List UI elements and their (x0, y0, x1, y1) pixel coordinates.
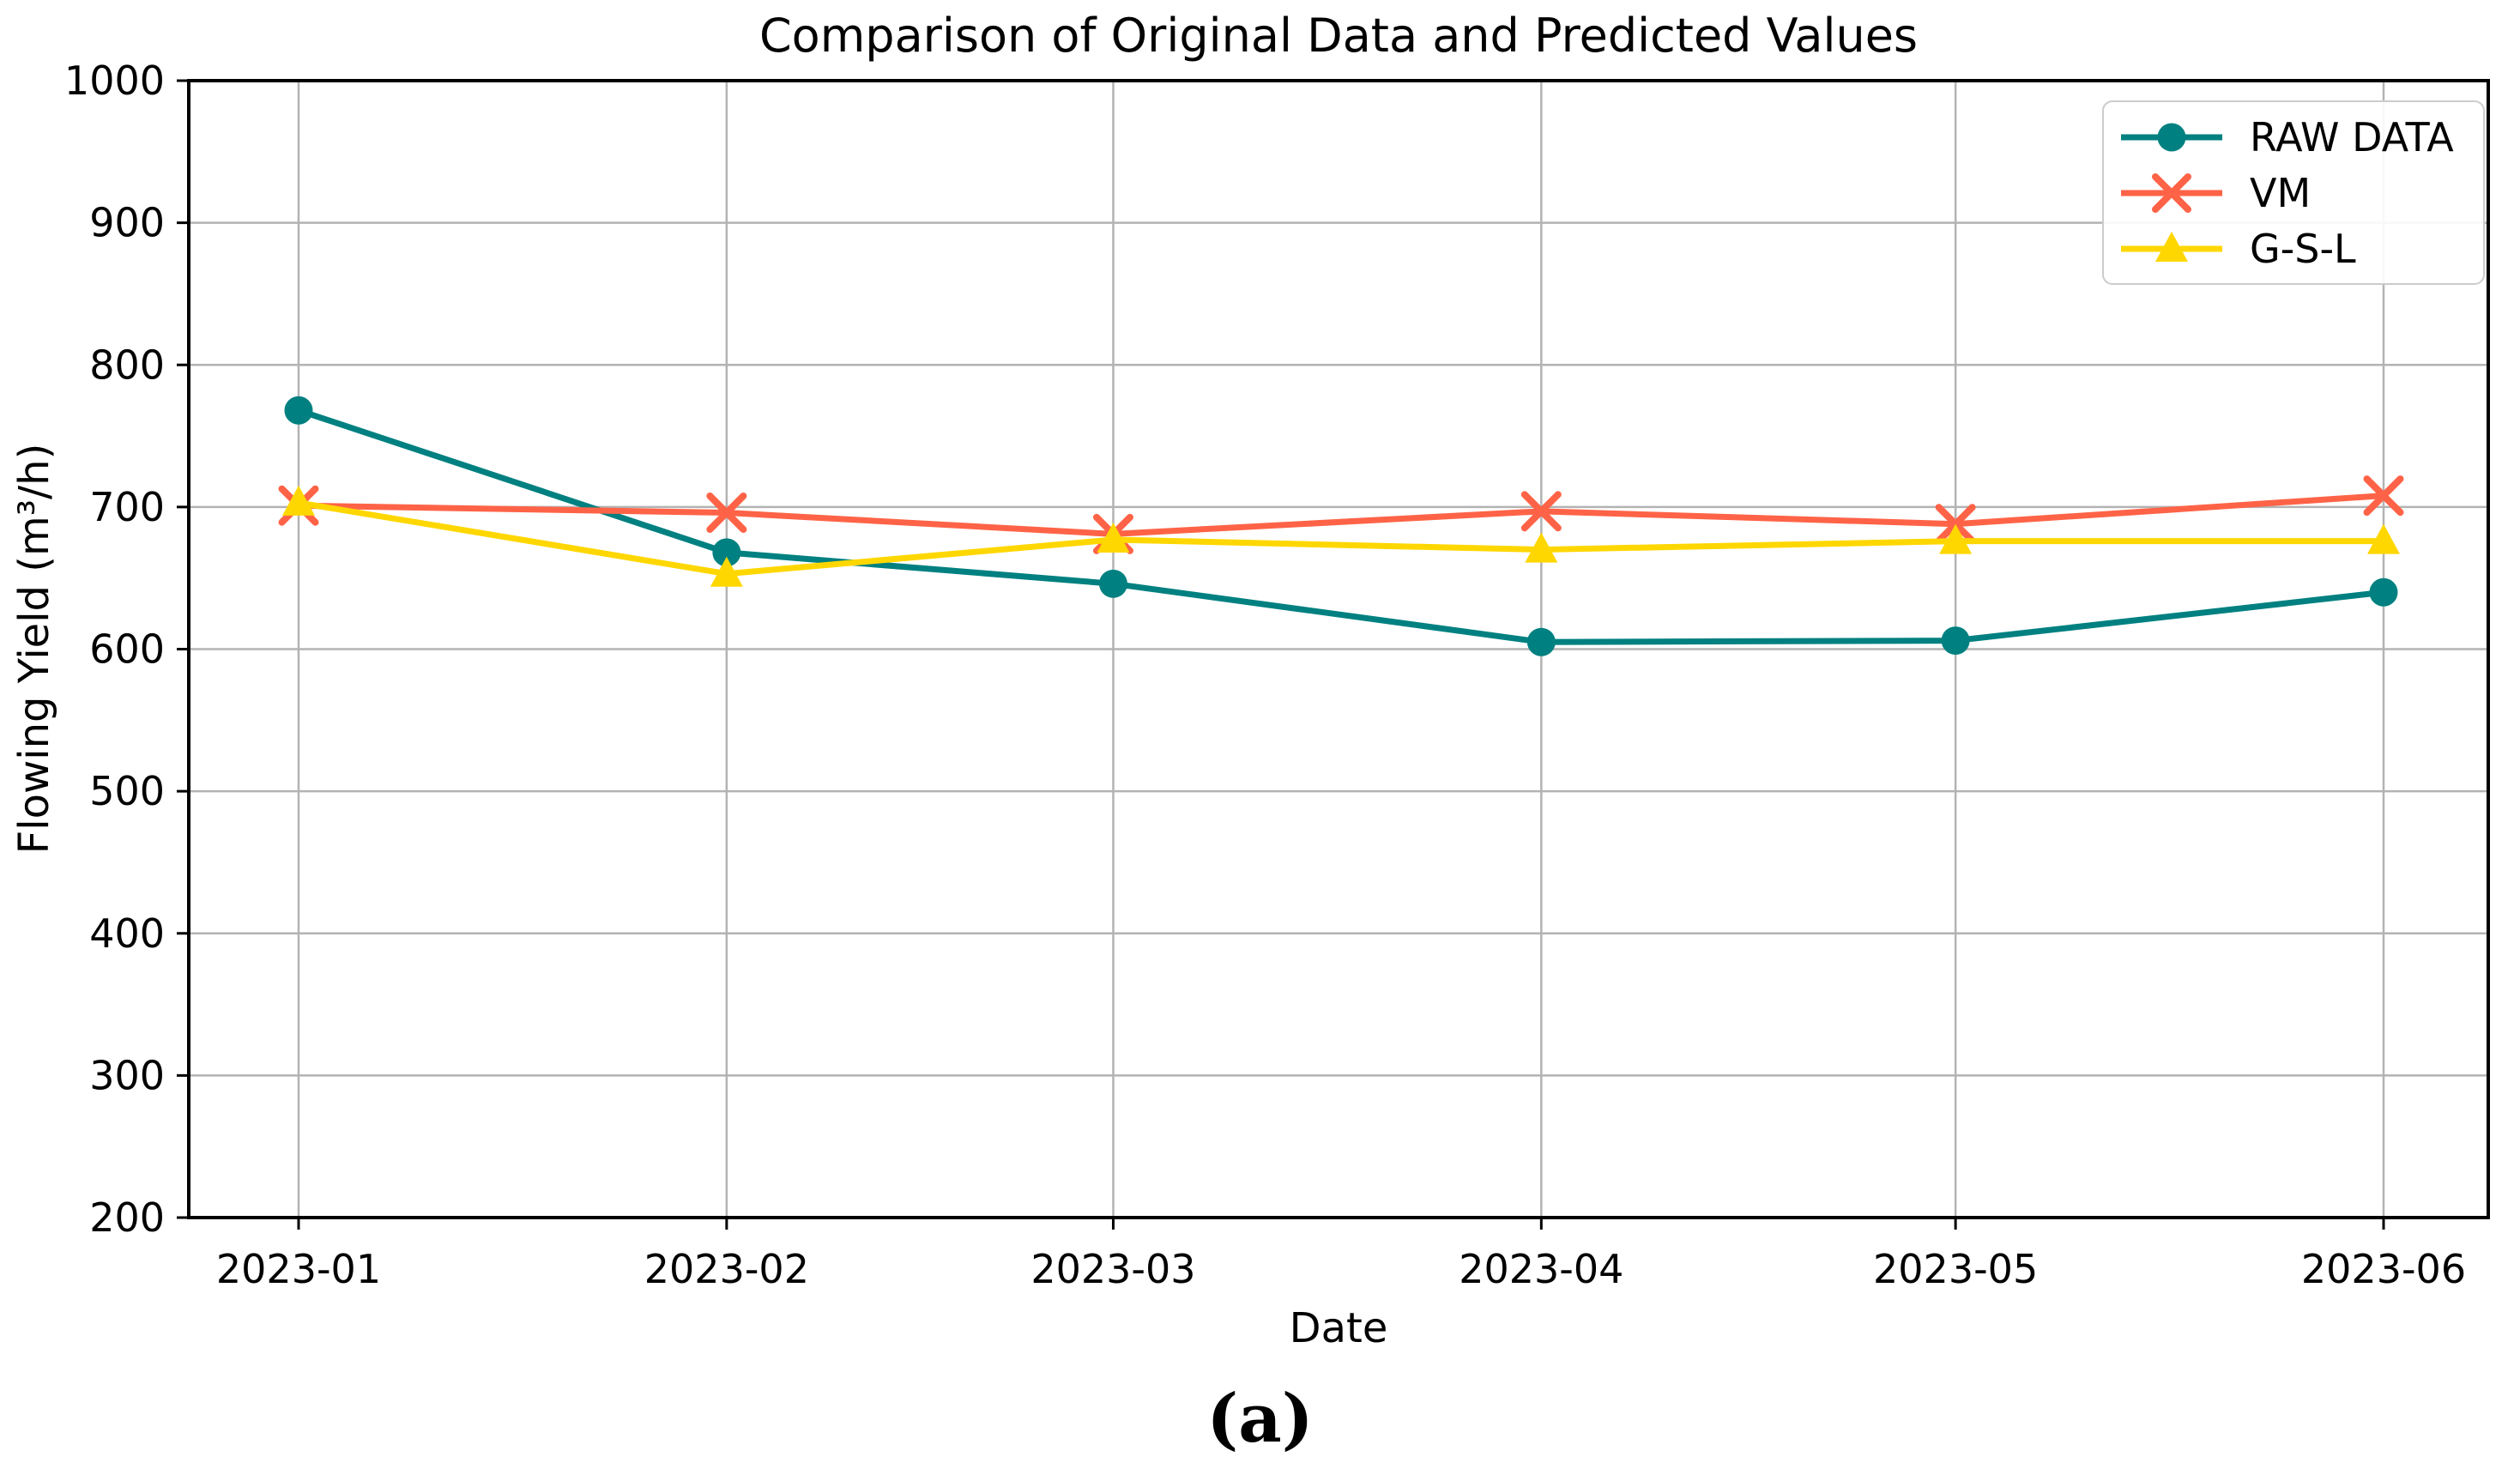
legend-item-g-s-l: G-S-L (2116, 227, 2475, 270)
marker-triangle (2367, 523, 2400, 554)
x-tick-label: 2023-02 (644, 1246, 809, 1292)
legend-marker-triangle-icon (2121, 231, 2222, 262)
legend-marker (2155, 231, 2188, 262)
series-line-raw-data (297, 407, 2384, 645)
legend-marker (2157, 123, 2186, 151)
series-line-g-s-l (298, 499, 2384, 577)
chart-title: Comparison of Original Data and Predicte… (758, 9, 1919, 63)
x-tick-label: 2023-01 (216, 1246, 381, 1292)
legend-marker (2152, 172, 2191, 213)
y-tick-label: 400 (89, 910, 165, 957)
marker-circle (712, 538, 741, 567)
legend-label: RAW DATA (2250, 113, 2454, 160)
y-axis-label: Flowing Yield (m³/h) (10, 443, 58, 855)
legend: RAW DATA VM G-S-L (2102, 100, 2485, 285)
marker-circle (1941, 626, 1970, 656)
marker-x (706, 493, 747, 533)
marker-circle (284, 396, 313, 425)
legend-item-raw-data: RAW DATA (2116, 116, 2475, 159)
marker-x (2363, 475, 2404, 517)
y-tick-label: 900 (89, 200, 165, 246)
marker-circle (1098, 569, 1127, 598)
marker-triangle (1097, 522, 1130, 553)
x-tick-label: 2023-05 (1873, 1246, 2038, 1292)
axis-ticks: 200 300 400 500 600 700 800 900 1000 2023-01 2023-… (64, 57, 2466, 1292)
x-tick-label: 2023-06 (2301, 1246, 2466, 1292)
plot-frame (187, 79, 2490, 1219)
series-g-s-l (282, 485, 2400, 587)
figure-caption: (a) (1206, 1380, 1314, 1458)
marker-triangle (1525, 532, 1558, 563)
y-tick-label: 700 (89, 484, 165, 530)
legend-label: VM (2250, 169, 2312, 216)
data-series (278, 396, 2404, 656)
x-axis-label: Date (1289, 1304, 1388, 1352)
marker-x (1520, 491, 1562, 532)
legend-label: G-S-L (2250, 225, 2356, 272)
marker-circle (1526, 627, 1556, 656)
y-tick-label: 200 (89, 1194, 165, 1241)
y-tick-label: 500 (89, 768, 165, 814)
legend-marker-circle-icon (2121, 123, 2222, 151)
series-line-vm (298, 493, 2384, 537)
x-tick-label: 2023-04 (1459, 1246, 1623, 1292)
y-tick-label: 300 (89, 1052, 165, 1098)
series-raw-data (284, 396, 2398, 656)
axes-frame (187, 79, 2490, 1219)
legend-marker-x-icon (2121, 172, 2222, 213)
y-tick-label: 600 (89, 626, 165, 673)
y-tick-label: 800 (89, 342, 165, 388)
legend-item-vm: VM (2116, 172, 2475, 215)
marker-triangle (1939, 523, 1973, 554)
marker-circle (2369, 577, 2398, 607)
y-tick-label: 1000 (64, 57, 165, 104)
marker-triangle (710, 556, 743, 587)
marker-triangle (282, 485, 315, 516)
x-tick-label: 2023-03 (1030, 1246, 1195, 1292)
